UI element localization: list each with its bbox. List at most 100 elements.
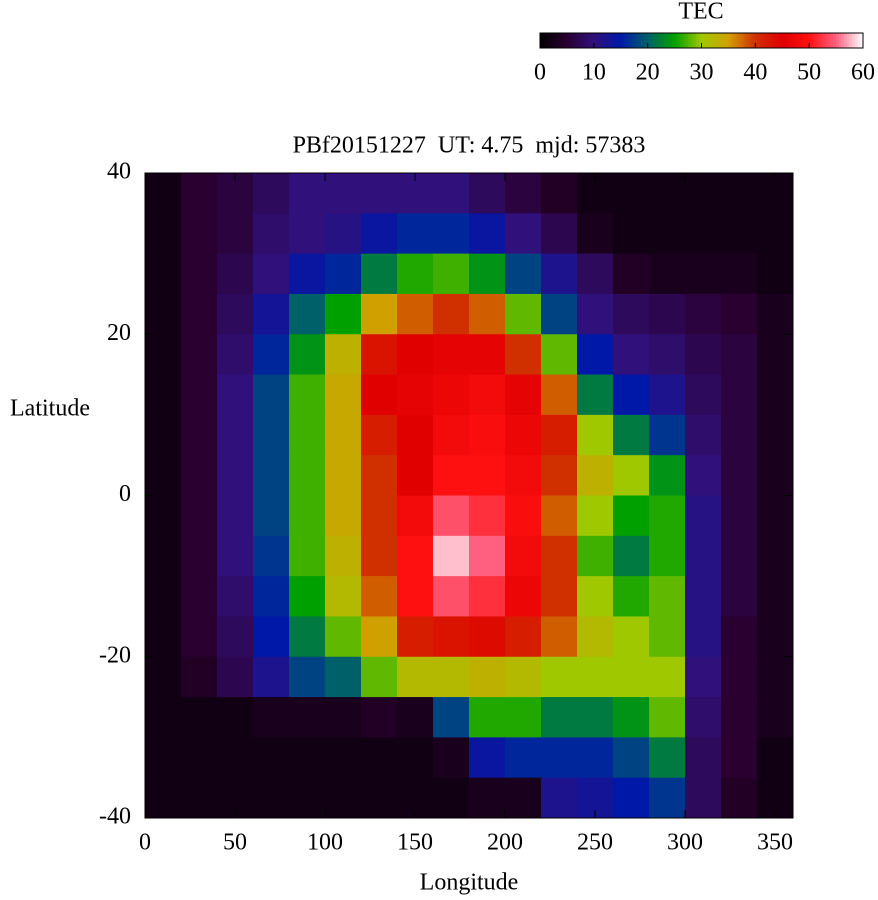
x-tick-label: 250 (577, 830, 613, 856)
colorbar-swatch (666, 33, 670, 48)
colorbar-swatch (634, 33, 638, 48)
heat-cell (757, 414, 794, 456)
heat-cell (145, 334, 182, 376)
colorbar-swatch (736, 33, 740, 48)
heat-cell (397, 455, 434, 496)
heat-cell (685, 697, 722, 738)
heat-cell (181, 697, 218, 738)
heat-cell (721, 777, 758, 819)
heat-cell (613, 737, 650, 779)
heat-cell (181, 576, 218, 617)
colorbar-swatch (591, 33, 595, 48)
heat-cell (325, 293, 362, 335)
colorbar-swatch (741, 33, 746, 48)
colorbar-swatch (717, 33, 721, 48)
heat-cell (613, 334, 650, 376)
heat-cell (181, 777, 218, 819)
colorbar-swatch (569, 33, 573, 48)
colorbar-swatch (615, 33, 619, 48)
colorbar-tick-label: 60 (851, 60, 875, 86)
colorbar-swatch (698, 33, 703, 48)
heat-cell (253, 455, 290, 496)
colorbar-swatch (685, 33, 689, 48)
heat-cell (541, 253, 578, 295)
heat-cell (649, 213, 686, 255)
heat-cell (325, 697, 362, 738)
heat-cell (289, 334, 326, 376)
heat-cell (433, 777, 470, 819)
colorbar-swatch (814, 33, 818, 48)
heat-cell (181, 253, 218, 295)
colorbar-swatch (644, 33, 649, 48)
heat-cell (757, 455, 794, 496)
colorbar-swatch (828, 33, 832, 48)
heat-cell (649, 293, 686, 335)
heat-cell (505, 334, 542, 376)
heat-cell (613, 173, 650, 214)
colorbar-swatch (744, 33, 748, 48)
heat-cell (541, 455, 578, 496)
heat-cell (361, 737, 398, 779)
heat-cell (577, 253, 614, 295)
colorbar-swatch (706, 33, 711, 48)
heat-cell (577, 535, 614, 577)
heat-cell (505, 777, 542, 819)
heat-cell (181, 737, 218, 779)
heat-cell (505, 697, 542, 738)
colorbar-swatch (550, 33, 555, 48)
heat-cell (217, 576, 254, 617)
colorbar-swatch (803, 33, 808, 48)
colorbar-swatch (583, 33, 587, 48)
heat-cell (397, 737, 434, 779)
colorbar-swatch (607, 33, 611, 48)
heat-cell (145, 455, 182, 496)
colorbar-swatch (854, 33, 859, 48)
heat-cell (289, 293, 326, 335)
colorbar-swatch (548, 33, 552, 48)
heat-cell (361, 414, 398, 456)
colorbar-swatch (655, 33, 660, 48)
heat-cell (181, 535, 218, 577)
heat-cell (541, 495, 578, 537)
heat-cell (685, 253, 722, 295)
colorbar-swatch (618, 33, 622, 48)
heat-cell (325, 495, 362, 537)
colorbar-tick-label: 50 (797, 60, 821, 86)
heat-cell (613, 656, 650, 698)
colorbar-swatch (836, 33, 840, 48)
colorbar-swatch (599, 33, 603, 48)
x-tick-label: 300 (667, 830, 703, 856)
heat-cell (289, 374, 326, 416)
heat-cell (541, 656, 578, 698)
colorbar-swatch (844, 33, 848, 48)
heat-cell (541, 173, 578, 214)
colorbar-swatch (817, 33, 821, 48)
heat-cell (469, 374, 506, 416)
heat-cell (685, 737, 722, 779)
heat-cell (469, 173, 506, 214)
heat-cell (217, 334, 254, 376)
heat-cell (361, 213, 398, 255)
colorbar-swatch (830, 33, 834, 48)
heat-cell (613, 616, 650, 658)
heat-cell (181, 616, 218, 658)
heat-cell (433, 414, 470, 456)
heat-cell (289, 414, 326, 456)
colorbar-swatch (671, 33, 676, 48)
heat-cell (325, 455, 362, 496)
heat-cell (433, 253, 470, 295)
colorbar-swatch (623, 33, 627, 48)
colorbar-swatch (822, 33, 826, 48)
colorbar-swatch (682, 33, 686, 48)
heat-cell (253, 535, 290, 577)
heat-cell (361, 535, 398, 577)
heat-cell (145, 535, 182, 577)
heat-cell (685, 334, 722, 376)
x-tick-label: 200 (487, 830, 523, 856)
heat-cell (397, 616, 434, 658)
heat-cell (217, 213, 254, 255)
heat-cell (505, 293, 542, 335)
heat-cell (397, 697, 434, 738)
heat-cell (181, 374, 218, 416)
heat-cell (397, 374, 434, 416)
